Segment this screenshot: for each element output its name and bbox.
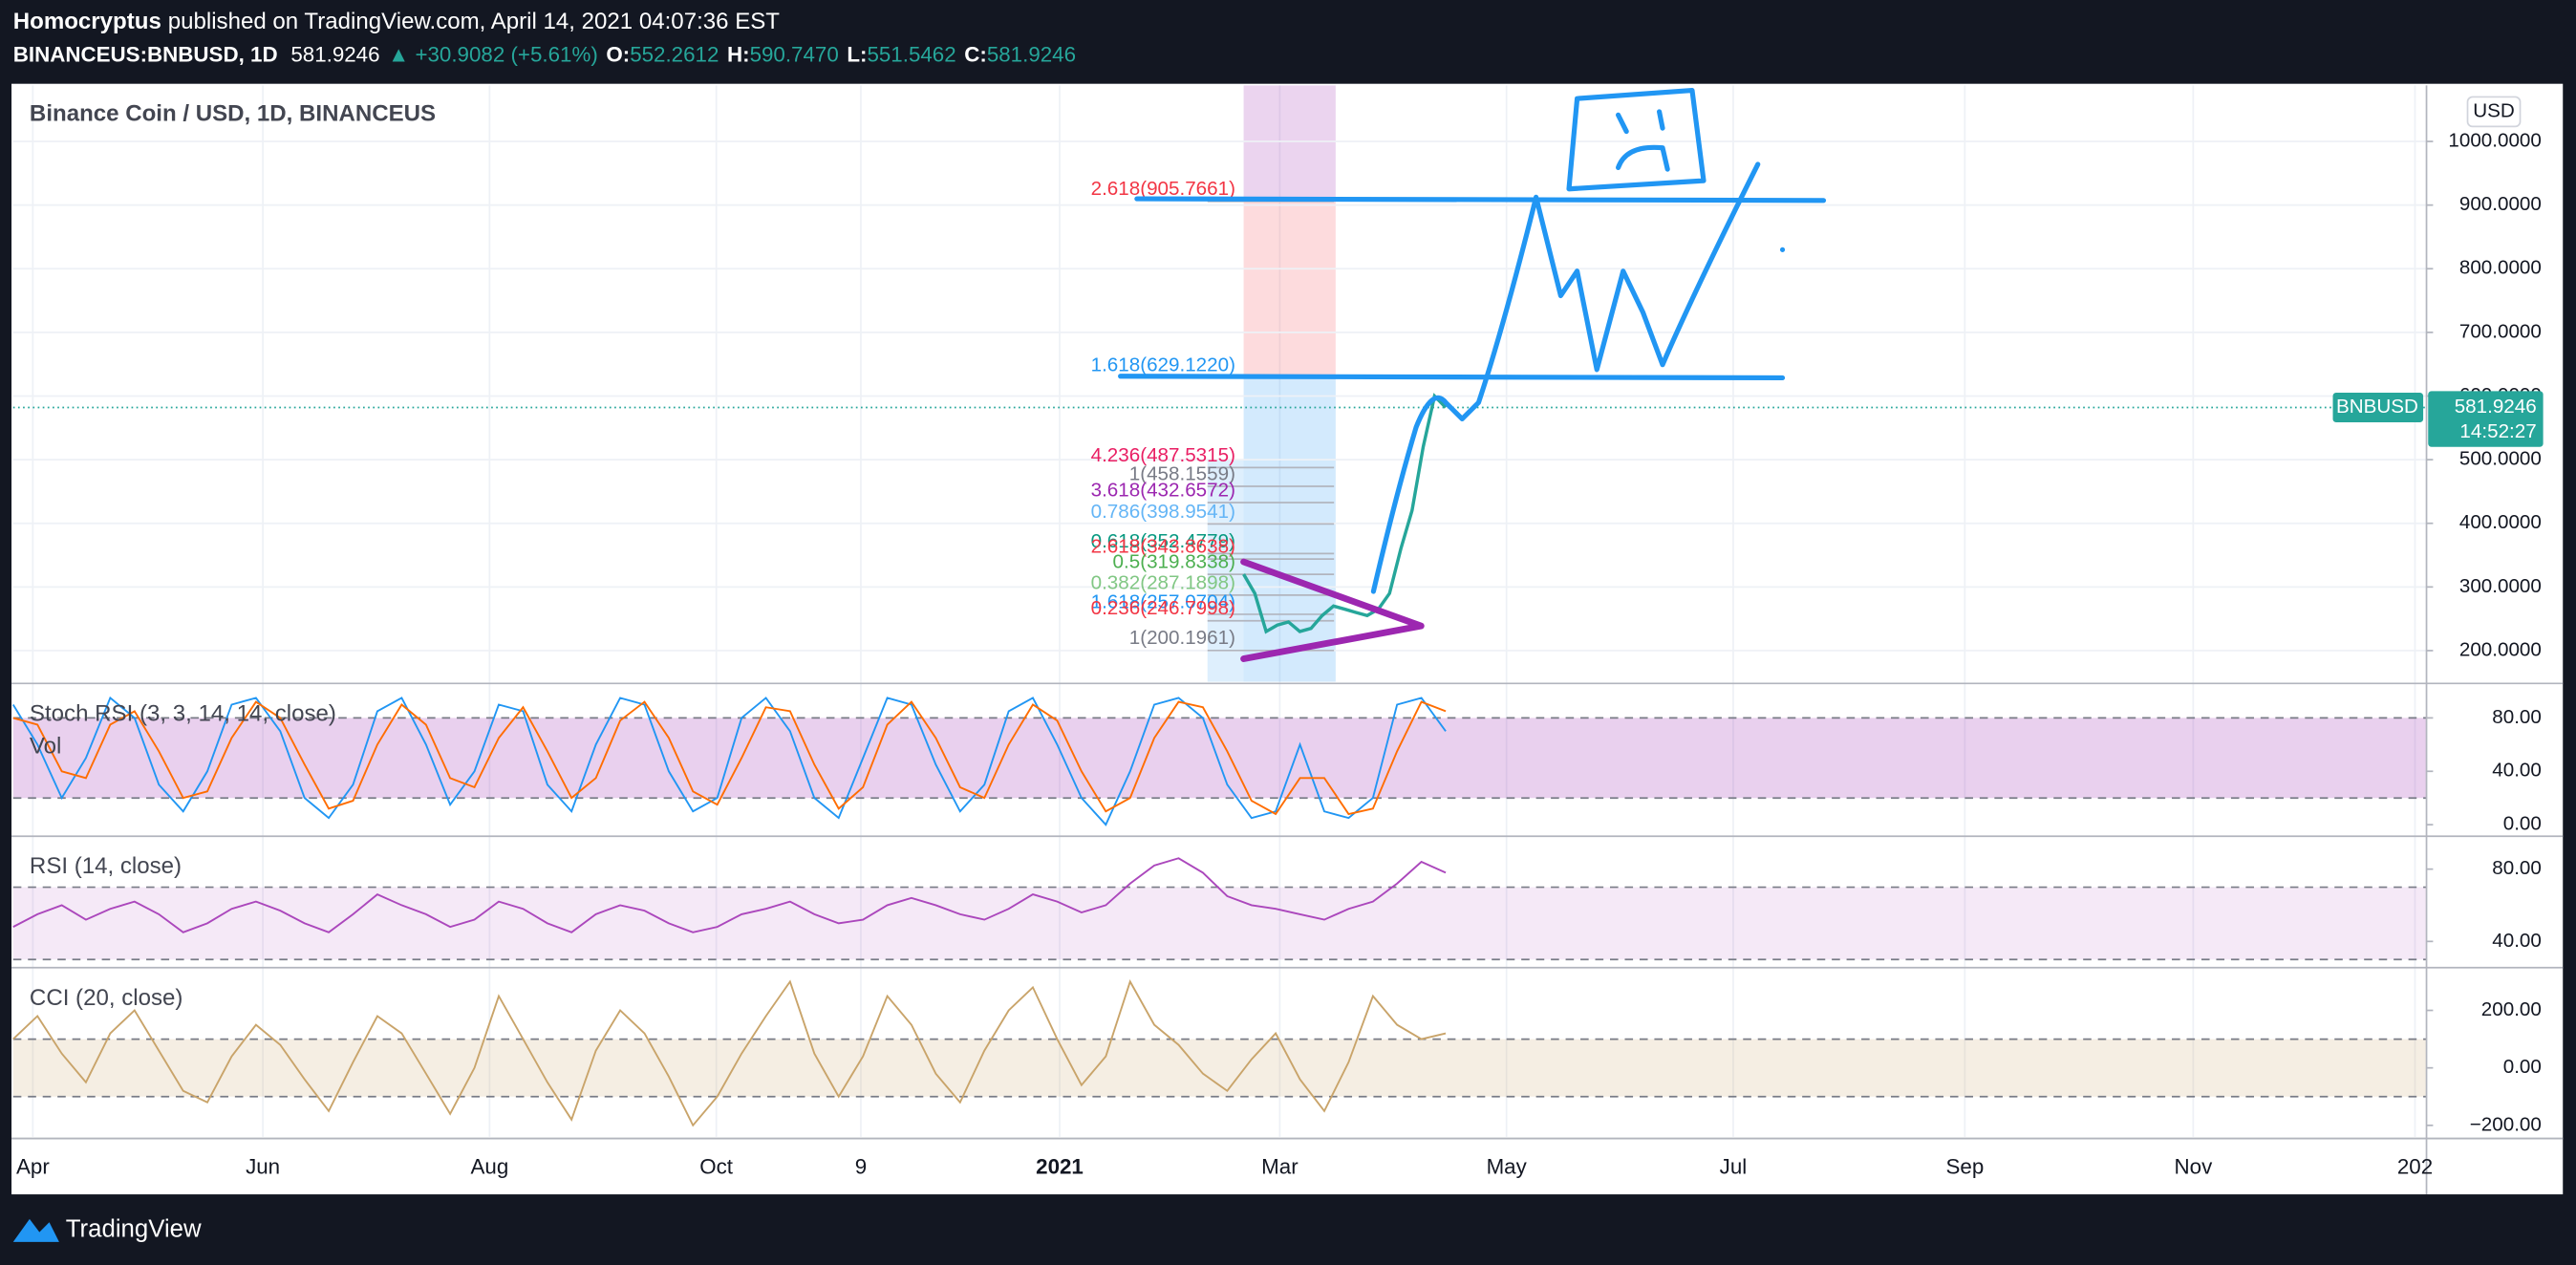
- series-line: [12, 857, 1447, 933]
- y-tick-label: 80.00: [2492, 706, 2542, 728]
- fib-label: 0.618(352.4779): [1091, 530, 1235, 552]
- currency-button-label[interactable]: USD: [2473, 99, 2515, 121]
- fib-label: 2.618(905.7661): [1091, 178, 1235, 200]
- header-line-2: BINANCEUS:BNBUSD, 1D 581.9246 ▲ +30.9082 (…: [13, 42, 1076, 66]
- fib-label: 1(458.1559): [1129, 462, 1235, 484]
- x-tick-label: 202: [2397, 1154, 2433, 1178]
- y-tick-label: 40.00: [2492, 930, 2542, 952]
- fib-label: 0.382(287.1898): [1091, 571, 1235, 593]
- x-tick-label: Jul: [1720, 1154, 1748, 1178]
- change: ▲ +30.9082 (+5.61%): [388, 42, 598, 66]
- drawn-face: [1566, 87, 1707, 192]
- band-fill: [12, 718, 2427, 799]
- symbol-tag-label: BNBUSD: [2336, 396, 2418, 418]
- y-tick-label: 1000.0000: [2448, 129, 2541, 151]
- fib-label: 0.5(319.8338): [1113, 551, 1235, 573]
- open: 552.2612: [630, 42, 719, 66]
- logo-icon: [12, 1218, 59, 1242]
- author: Homocryptus: [13, 9, 161, 34]
- y-tick-label: 0.00: [2503, 1056, 2542, 1078]
- y-tick-label: 800.0000: [2459, 257, 2542, 279]
- zone-fib: [1207, 460, 1244, 682]
- header-line-1: Homocryptus published on TradingView.com,…: [13, 9, 781, 34]
- price-tag-countdown: 14:52:27: [2459, 420, 2536, 442]
- symbol-tag: [2332, 393, 2424, 423]
- y-tick-label: 0.00: [2503, 813, 2542, 835]
- currency-button[interactable]: [2466, 96, 2522, 128]
- open-label: O:: [606, 42, 630, 66]
- low: 551.5462: [867, 42, 955, 66]
- panel-title: Binance Coin / USD, 1D, BINANCEUS: [30, 101, 436, 127]
- close: 581.9246: [987, 42, 1076, 66]
- band-fill: [12, 1039, 2427, 1097]
- series-line: [1242, 393, 1448, 634]
- fib-label: 4.236(487.5315): [1091, 444, 1235, 466]
- series-line: [11, 696, 1447, 826]
- fib-label: 0.786(398.9541): [1091, 501, 1235, 523]
- y-tick-label: 200.0000: [2459, 638, 2542, 660]
- x-tick-label: May: [1487, 1154, 1528, 1178]
- y-tick-label: 900.0000: [2459, 193, 2542, 215]
- drawn-dot: [1779, 247, 1786, 252]
- panel-title: CCI (20, close): [30, 985, 182, 1011]
- low-label: L:: [847, 42, 867, 66]
- close-label: C:: [964, 42, 987, 66]
- y-tick-label: −200.00: [2470, 1113, 2542, 1135]
- zone-red: [1243, 197, 1336, 378]
- fib-label: 3.618(432.6572): [1091, 479, 1235, 501]
- drawn-line-upper: [1134, 196, 1827, 204]
- x-tick-label: Aug: [470, 1154, 508, 1178]
- footer-logo: [12, 1218, 59, 1242]
- footer-brand: TradingView: [66, 1216, 202, 1243]
- x-tick-label: Nov: [2175, 1154, 2214, 1178]
- y-tick-label: 500.0000: [2459, 448, 2542, 470]
- x-tick-label: 9: [855, 1154, 867, 1178]
- fib-label: 1(200.1961): [1129, 627, 1235, 649]
- symbol: BINANCEUS:BNBUSD, 1D: [13, 42, 278, 66]
- drawn-figure: [1370, 161, 1761, 594]
- chart-layer: 200.0000300.0000400.0000500.0000600.0000…: [11, 85, 2564, 1195]
- x-tick-label: 2021: [1036, 1154, 1084, 1178]
- x-tick-label: Mar: [1261, 1154, 1299, 1178]
- x-tick-label: Jun: [246, 1154, 280, 1178]
- drawn-triangle: [1240, 558, 1425, 662]
- drawn-line-lower: [1118, 374, 1786, 381]
- price: 581.9246: [290, 42, 379, 66]
- fib-label: 1.618(257.0704): [1091, 590, 1235, 612]
- y-tick-label: 400.0000: [2459, 511, 2542, 533]
- price-tag-value: 581.9246: [2455, 396, 2537, 418]
- band-fill: [12, 887, 2427, 960]
- series-line: [12, 700, 1447, 816]
- high-label: H:: [727, 42, 750, 66]
- x-tick-label: Apr: [16, 1154, 50, 1178]
- zone-blue: [1243, 377, 1336, 682]
- y-tick-label: 40.00: [2492, 760, 2542, 782]
- series-line: [12, 979, 1447, 1127]
- fib-label: 0.236(246.7998): [1091, 597, 1235, 619]
- panel-subtitle: Vol: [30, 734, 61, 760]
- y-tick-label: 200.00: [2481, 998, 2542, 1020]
- x-tick-label: Sep: [1946, 1154, 1985, 1178]
- panel-title: RSI (14, close): [30, 853, 182, 879]
- published: published on TradingView.com, April 14, …: [168, 9, 781, 34]
- y-tick-label: 700.0000: [2459, 320, 2542, 342]
- x-tick-label: Oct: [699, 1154, 734, 1178]
- high: 590.7470: [750, 42, 839, 66]
- price-tag: [2428, 391, 2544, 447]
- fib-label: 2.618(343.8638): [1091, 536, 1235, 558]
- fib-label: 1.618(629.1220): [1091, 354, 1235, 376]
- panel-title: Stoch RSI (3, 3, 14, 14, close): [30, 700, 336, 726]
- y-tick-label: 300.0000: [2459, 575, 2542, 597]
- y-tick-label: 80.00: [2492, 857, 2542, 879]
